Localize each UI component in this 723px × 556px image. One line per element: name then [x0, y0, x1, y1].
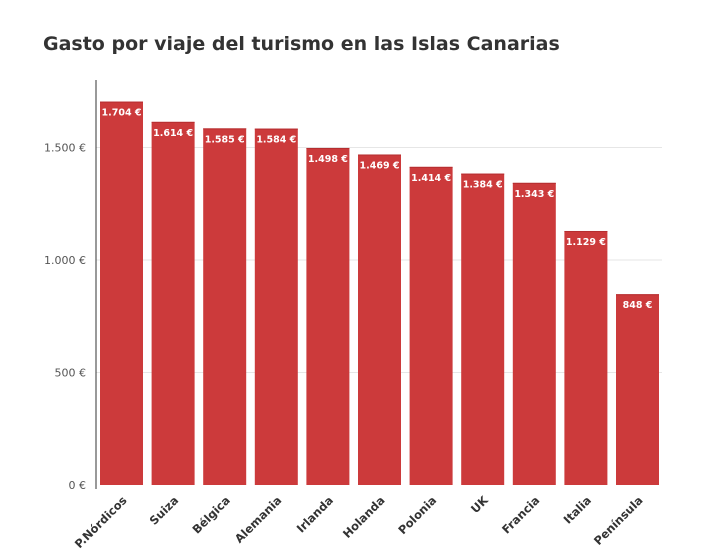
data-label: 1.129 € [566, 237, 606, 248]
bar [203, 128, 247, 485]
data-label: 848 € [623, 300, 653, 311]
bar [100, 101, 143, 485]
data-label: 1.585 € [205, 134, 245, 145]
data-label: 1.498 € [308, 154, 348, 165]
data-label: 1.343 € [514, 189, 554, 200]
x-tick-label: Península [591, 493, 646, 548]
x-tick-label: P.Nórdicos [72, 493, 130, 551]
bar [358, 154, 401, 485]
chart-title: Gasto por viaje del turismo en las Islas… [43, 33, 560, 55]
x-tick-label: Alemania [232, 493, 285, 546]
bar [564, 230, 608, 485]
bar [512, 182, 556, 485]
x-tick-label: Irlanda [294, 493, 336, 535]
x-tick-label: Holanda [340, 493, 388, 541]
data-label: 1.384 € [463, 180, 503, 191]
y-tick-label: 0 € [69, 479, 87, 492]
bar [254, 128, 298, 485]
data-label: 1.614 € [153, 128, 193, 139]
x-tick-label: UK [468, 492, 492, 516]
y-tick-label: 1.500 € [44, 142, 86, 155]
data-label: 1.414 € [411, 173, 451, 184]
data-label: 1.704 € [102, 108, 142, 119]
bar [151, 121, 195, 485]
x-tick-label: Italia [561, 493, 594, 526]
x-tick-label: Suiza [147, 493, 182, 528]
data-label: 1.584 € [256, 135, 296, 146]
x-tick-label: Francia [499, 493, 542, 536]
x-tick-label: Bélgica [189, 493, 232, 536]
data-label: 1.469 € [360, 160, 400, 171]
bar [306, 147, 350, 485]
bar [616, 294, 659, 485]
y-tick-label: 500 € [55, 367, 87, 380]
y-tick-label: 1.000 € [44, 254, 86, 267]
bar [409, 166, 453, 485]
bar [461, 173, 505, 485]
x-tick-label: Polonia [395, 493, 439, 537]
